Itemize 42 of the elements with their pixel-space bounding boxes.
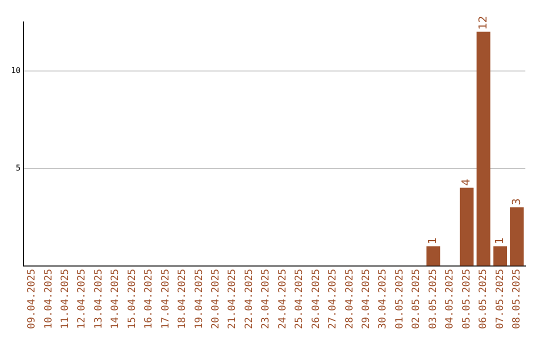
data-label: 3 (510, 198, 523, 206)
x-tick-label: 06.05.2025 (478, 268, 490, 330)
x-tick-label: 23.04.2025 (260, 268, 272, 330)
bar (493, 246, 508, 266)
x-tick-label: 11.04.2025 (60, 268, 72, 330)
x-tick-label: 13.04.2025 (93, 268, 104, 330)
bar (426, 246, 440, 266)
x-tick-label: 25.04.2025 (294, 268, 306, 330)
x-tick-label: 03.05.2025 (428, 268, 439, 330)
data-label: 12 (476, 16, 490, 30)
x-tick-label: 16.04.2025 (144, 268, 155, 330)
x-tick-label: 09.04.2025 (26, 268, 38, 330)
x-tick-label: 21.04.2025 (227, 268, 238, 330)
x-tick-label: 20.04.2025 (210, 268, 222, 330)
y-tick-label: 5 (16, 163, 21, 172)
y-tick-label: 10 (10, 66, 21, 75)
x-tick-label: 28.04.2025 (344, 268, 356, 330)
x-tick-label: 27.04.2025 (328, 268, 339, 330)
x-tick-label: 30.04.2025 (378, 268, 389, 330)
x-tick-label: 18.04.2025 (177, 268, 188, 330)
x-tick-label: 07.05.2025 (494, 268, 506, 330)
x-tick-label: 29.04.2025 (361, 268, 372, 330)
x-tick-label: 14.04.2025 (110, 268, 122, 330)
x-tick-label: 10.04.2025 (43, 268, 54, 330)
bar (510, 207, 524, 266)
bar (460, 188, 474, 266)
x-tick-label: 26.04.2025 (310, 268, 322, 330)
x-tick-label: 24.04.2025 (277, 268, 288, 330)
bar (476, 32, 490, 266)
x-tick-label: 01.05.2025 (394, 268, 406, 330)
data-label: 4 (460, 178, 473, 186)
data-label: 1 (493, 237, 506, 244)
x-tick-label: 15.04.2025 (126, 268, 138, 330)
x-tick-label: 17.04.2025 (160, 268, 172, 330)
x-tick-label: 04.05.2025 (444, 268, 456, 330)
x-tick-label: 02.05.2025 (411, 268, 422, 330)
x-tick-label: 22.04.2025 (244, 268, 255, 330)
x-tick-label: 12.04.2025 (76, 268, 88, 330)
x-tick-label: 08.05.2025 (511, 268, 522, 330)
x-tick-label: 19.04.2025 (194, 268, 205, 330)
data-label: 1 (426, 237, 440, 244)
x-tick-label: 05.05.2025 (461, 268, 472, 330)
